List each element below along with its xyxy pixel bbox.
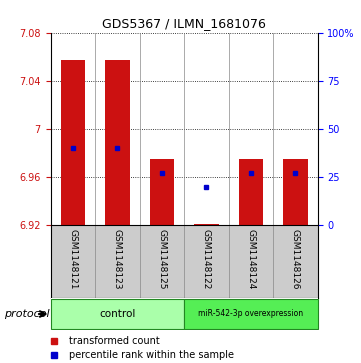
Text: GSM1148121: GSM1148121 [68,229,77,289]
Text: GSM1148124: GSM1148124 [247,229,255,289]
Bar [105,60,130,225]
Bar [283,159,308,225]
Bar [184,299,318,329]
Text: transformed count: transformed count [69,336,159,346]
Text: GSM1148123: GSM1148123 [113,229,122,289]
Text: GSM1148125: GSM1148125 [157,229,166,289]
Text: GSM1148122: GSM1148122 [202,229,211,289]
Text: miR-542-3p overexpression: miR-542-3p overexpression [198,310,304,318]
Bar [194,224,219,225]
Bar [239,159,263,225]
Bar [61,60,85,225]
Text: control: control [99,309,135,319]
Text: protocol: protocol [4,309,49,319]
Text: percentile rank within the sample: percentile rank within the sample [69,350,234,360]
Text: GSM1148126: GSM1148126 [291,229,300,289]
Bar [51,299,184,329]
Bar [149,159,174,225]
Title: GDS5367 / ILMN_1681076: GDS5367 / ILMN_1681076 [102,17,266,30]
